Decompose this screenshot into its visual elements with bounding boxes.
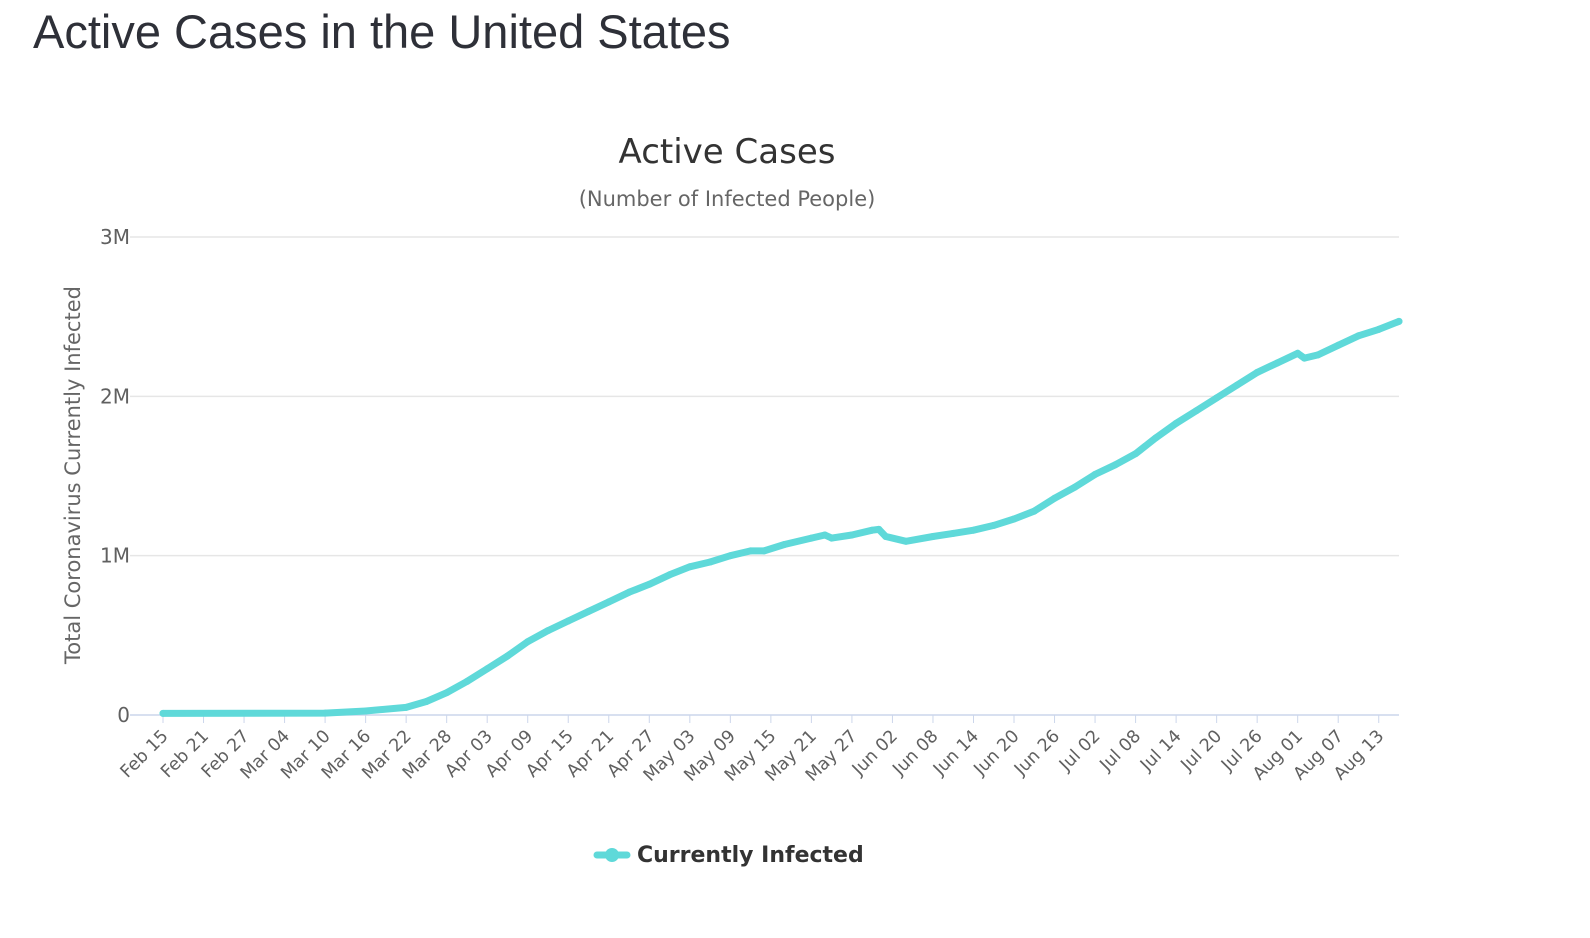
data-point[interactable] [1051,494,1058,502]
data-point[interactable] [726,552,734,560]
data-point[interactable] [1233,381,1241,389]
data-point[interactable] [1300,354,1308,362]
data-point[interactable] [1314,351,1322,359]
y-tick-label: 0 [117,703,130,727]
data-point[interactable] [1091,470,1099,478]
legend-swatch-marker [605,848,619,862]
data-point[interactable] [821,531,829,539]
gridlines [130,236,1399,716]
data-point[interactable] [882,533,890,540]
data-point[interactable] [1273,359,1281,367]
legend-label-currently-infected[interactable]: Currently Infected [637,843,864,868]
data-point[interactable] [848,531,856,539]
data-point[interactable] [970,526,977,534]
data-point[interactable] [422,698,430,705]
data-point[interactable] [605,598,613,606]
data-point[interactable] [402,703,410,711]
x-tick-label: Jul 20 [1177,726,1226,775]
page-heading: Active Cases in the United States [33,5,731,58]
data-point[interactable] [1010,515,1018,523]
data-point[interactable] [443,689,451,697]
chart-title: Active Cases [619,132,836,172]
chart-subtitle: (Number of Infected People) [579,187,876,211]
y-tick-label: 2M [100,384,130,408]
data-point[interactable] [780,541,788,548]
x-tick-label: Jun 14 [929,726,983,780]
y-axis-label: Total Coronavirus Currently Infected [61,286,85,665]
y-axis-ticks: 0 1M 2M 3M [100,225,130,727]
data-point[interactable] [1294,349,1302,357]
data-point[interactable] [524,638,532,646]
legend[interactable]: Currently Infected [593,843,864,868]
x-tick-label: Jun 02 [848,726,902,780]
data-point[interactable] [1152,434,1160,442]
y-tick-label: 1M [100,544,130,568]
data-point[interactable] [1030,507,1038,515]
series-layer [159,317,1403,717]
data-point[interactable] [1375,325,1383,333]
data-point[interactable] [564,617,572,625]
data-point[interactable] [362,707,370,715]
data-point[interactable] [1132,450,1140,458]
x-tick-label: Jun 26 [1010,726,1064,780]
data-point[interactable] [706,558,714,566]
data-point[interactable] [868,526,876,534]
data-point[interactable] [544,627,552,635]
data-point[interactable] [686,563,694,571]
data-point[interactable] [1213,394,1221,402]
data-point[interactable] [1355,332,1362,340]
data-point[interactable] [990,521,998,529]
data-point[interactable] [929,533,937,540]
x-tick-label: Jun 20 [970,726,1024,780]
data-point[interactable] [1172,419,1180,427]
data-point[interactable] [828,534,836,542]
data-point[interactable] [1192,407,1200,415]
data-point[interactable] [902,537,910,545]
x-tick-label: Jul 02 [1055,726,1104,775]
data-point[interactable] [875,525,883,533]
data-point[interactable] [747,547,755,555]
data-point[interactable] [666,571,674,579]
data-point[interactable] [1111,461,1119,469]
data-point[interactable] [807,534,815,542]
data-point[interactable] [483,665,491,673]
data-point[interactable] [1334,341,1342,349]
data-point[interactable] [760,547,768,555]
data-point[interactable] [321,709,329,717]
data-point[interactable] [463,678,471,685]
data-point[interactable] [504,652,511,660]
data-point[interactable] [625,588,633,596]
x-tick-label: Jun 08 [889,726,943,780]
data-point[interactable] [1071,483,1079,491]
data-point[interactable] [159,709,167,717]
data-point[interactable] [1395,317,1403,325]
data-point[interactable] [645,580,653,588]
data-point[interactable] [585,607,592,615]
y-tick-label: 3M [100,225,130,249]
data-point[interactable] [1253,368,1261,376]
x-tick-label: Jul 08 [1096,726,1145,775]
series-line-currently-infected[interactable] [159,317,1403,717]
data-point[interactable] [949,529,957,537]
x-tick-label: Jul 14 [1136,726,1185,775]
